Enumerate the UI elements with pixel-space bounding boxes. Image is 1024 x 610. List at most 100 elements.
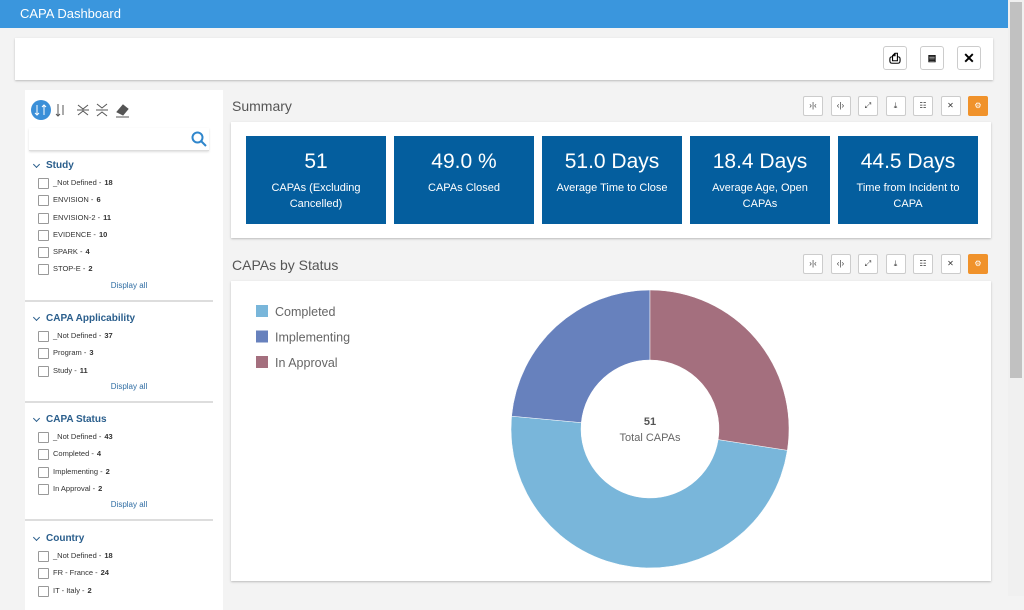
section-title[interactable]: Country [25, 533, 213, 550]
item-count: 2 [88, 264, 93, 274]
filter-item[interactable]: Completed -4 [25, 448, 213, 465]
filter-item[interactable]: SPARK -4 [25, 246, 213, 263]
kpi-label: Average Age, Open CAPAs [712, 182, 808, 210]
print-button[interactable]: ⎙ [883, 46, 907, 70]
search-icon [191, 131, 207, 147]
donut-slice [511, 289, 651, 423]
export-button[interactable]: ▤ [920, 46, 944, 70]
donut-chart: Completed Implementing In Approval 51 Total … [256, 289, 790, 569]
filter-item[interactable]: Study -11 [25, 365, 213, 382]
legend-swatch [256, 330, 268, 343]
toolbar: ⎙ ▤ ✕ [15, 38, 993, 80]
filter-panel: Study _Not Defined -18 ENVISION -6 ENVISION… [25, 90, 223, 610]
item-label: ENVISION-2 - [53, 212, 101, 222]
filter-section: Study _Not Defined -18 ENVISION -6 ENVISION… [25, 160, 213, 294]
separator [25, 401, 213, 403]
item-count: 4 [96, 449, 102, 459]
item-label: _Not Defined - [53, 331, 102, 340]
panel-buttons: ›|‹ ‹|› ⤢ ⤓ ☷ ✕ ⚙ [803, 254, 989, 274]
panel-button[interactable]: ☷ [913, 96, 933, 116]
panel-title: Summary [232, 98, 292, 114]
panel-button[interactable]: ✕ [940, 96, 961, 116]
page: CAPA Dashboard ⎙ ▤ ✕ Study _Not Defined -… [0, 0, 1024, 596]
scroll-thumb[interactable] [1010, 2, 1022, 378]
legend-label[interactable]: In Approval [275, 356, 338, 370]
close-button[interactable]: ✕ [957, 46, 981, 70]
item-label: SPARK - [53, 247, 83, 257]
item-label: EVIDENCE - [53, 229, 96, 239]
item-count: 10 [98, 229, 108, 239]
kpi-value: 18.4 Days [712, 150, 808, 173]
kpi-tile: 49.0 % CAPAs Closed [394, 136, 534, 224]
section-title[interactable]: CAPA Applicability [25, 313, 213, 330]
item-label: Completed - [53, 449, 94, 459]
panel-button[interactable]: ⤓ [885, 254, 906, 274]
section-title[interactable]: CAPA Status [25, 414, 213, 431]
item-label: Program - [53, 348, 87, 358]
filter-item[interactable]: In Approval -2 [25, 483, 213, 500]
item-count: 6 [96, 195, 101, 205]
filter-section: Country _Not Defined -18 FR - France -24 IT… [25, 533, 213, 602]
panel-buttons: ›|‹ ‹|› ⤢ ⤓ ☷ ✕ ⚙ [803, 96, 989, 116]
section-title[interactable]: Study [25, 160, 213, 177]
filter-item[interactable]: Program -3 [25, 347, 213, 364]
panel-button[interactable]: ‹|› [830, 96, 851, 116]
donut-slice [649, 289, 790, 451]
panel-button[interactable]: ⤢ [858, 96, 878, 116]
center-label: Total CAPAs [620, 432, 681, 444]
panel-button[interactable]: ✕ [940, 254, 961, 274]
filter-item[interactable]: _Not Defined -18 [25, 177, 213, 194]
item-count: 24 [100, 568, 109, 578]
filter-item[interactable]: ENVISION-2 -11 [25, 212, 213, 229]
separator [25, 300, 213, 302]
panel-button[interactable]: ›|‹ [803, 96, 823, 116]
filter-item[interactable]: ENVISION -6 [25, 194, 213, 211]
panel-button[interactable]: ☷ [913, 254, 933, 274]
item-count: 3 [89, 348, 94, 358]
search-box[interactable] [29, 128, 209, 151]
kpi-label: CAPAs (Excluding Cancelled) [271, 182, 361, 210]
filter-item[interactable]: IT - Italy -2 [25, 585, 213, 602]
filter-item[interactable]: Implementing -2 [25, 466, 213, 483]
separator [25, 519, 213, 521]
item-label: Implementing - [53, 466, 103, 476]
kpi-value: 49.0 % [431, 150, 497, 173]
panel-button[interactable]: ⤢ [858, 254, 878, 274]
filter-item[interactable]: STOP-E -2 [25, 263, 213, 280]
display-all-link[interactable]: Display all [110, 500, 148, 510]
chart-card: Completed Implementing In Approval 51 Total … [231, 281, 991, 581]
panel-button[interactable]: ‹|› [830, 254, 851, 274]
filter-item[interactable]: _Not Defined -43 [25, 431, 213, 448]
panel-button[interactable]: ⚙ [968, 96, 988, 116]
display-all-link[interactable]: Display all [110, 381, 148, 391]
app-header: CAPA Dashboard [0, 0, 1008, 28]
panel-button[interactable]: ⚙ [968, 254, 988, 274]
item-count: 11 [103, 212, 112, 222]
filter-item[interactable]: FR - France -24 [25, 567, 213, 584]
legend-label[interactable]: Implementing [275, 331, 350, 345]
panel-button[interactable]: ›|‹ [803, 254, 823, 274]
kpi-tile: 44.5 Days Time from Incident to CAPA [838, 136, 978, 224]
sort-icons [31, 100, 129, 120]
kpi-tile: 51 CAPAs (Excluding Cancelled) [246, 136, 386, 224]
item-count: 2 [98, 483, 103, 493]
item-label: FR - France - [53, 568, 98, 578]
item-label: STOP-E - [53, 264, 86, 274]
summary-card: 51 CAPAs (Excluding Cancelled) 49.0 % CAPAs… [231, 122, 991, 238]
kpi-label: Time from Incident to CAPA [856, 182, 960, 210]
item-label: _Not Defined - [53, 432, 102, 441]
filter-item[interactable]: _Not Defined -18 [25, 550, 213, 567]
kpi-label: CAPAs Closed [428, 182, 500, 194]
item-count: 43 [104, 432, 113, 441]
item-count: 37 [104, 331, 113, 340]
item-count: 18 [104, 178, 113, 187]
item-label: IT - Italy - [53, 585, 85, 595]
filter-item[interactable]: EVIDENCE -10 [25, 229, 213, 246]
panel-button[interactable]: ⤓ [885, 96, 906, 116]
item-label: _Not Defined - [53, 178, 102, 187]
legend-swatch [256, 305, 268, 317]
legend-label[interactable]: Completed [275, 305, 335, 319]
filter-item[interactable]: _Not Defined -37 [25, 330, 213, 347]
legend-swatch [256, 356, 268, 368]
display-all-link[interactable]: Display all [110, 280, 148, 290]
